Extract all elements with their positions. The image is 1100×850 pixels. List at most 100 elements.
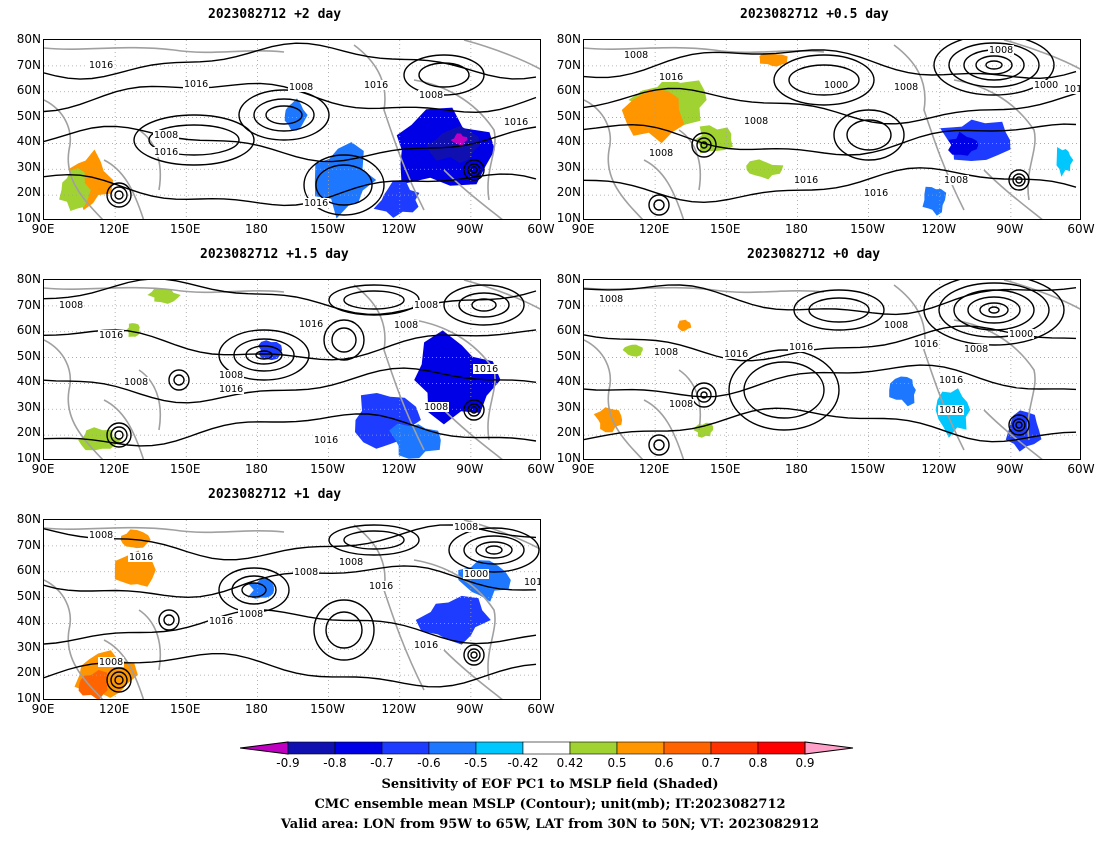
lon-tick-label: 60W xyxy=(1067,222,1095,236)
contour-label: 1008 xyxy=(89,530,113,541)
contour-label-bg xyxy=(463,569,489,579)
contour-line xyxy=(44,367,537,404)
shading-patch xyxy=(621,89,685,144)
coastline-path xyxy=(584,46,825,54)
contour-label-bg xyxy=(418,90,444,100)
contour-loop xyxy=(1008,169,1030,191)
contour-loop xyxy=(241,582,267,598)
colorbar-tick-label: 0.8 xyxy=(748,756,768,770)
contour-loop xyxy=(173,374,185,386)
contour-label-bg xyxy=(523,577,540,587)
lat-tick-label: 40N xyxy=(16,614,41,629)
lat-tick-label: 40N xyxy=(16,134,41,149)
lon-tick-label: 150W xyxy=(850,222,885,236)
contour-label: 1016 xyxy=(314,435,338,446)
contour-label-bg xyxy=(368,581,394,591)
contour-label-bg xyxy=(598,294,624,304)
lat-tick-label: 60N xyxy=(556,83,581,98)
contour-label: 1016 xyxy=(474,364,498,375)
contour-label: 1008 xyxy=(894,82,918,93)
coastline-path xyxy=(443,169,503,219)
contour-label-bg xyxy=(423,402,449,412)
contour-label-bg xyxy=(1008,329,1034,339)
map-panel-p2: 1016 1016 1008 1016 1008 1008 1016 1016 1016 xyxy=(43,39,541,220)
lat-tick-label: 50N xyxy=(556,108,581,123)
colorbar-segment xyxy=(475,741,524,755)
panel-title-p0: 2023082712 +0 day xyxy=(747,247,881,262)
colorbar-segment xyxy=(616,741,665,755)
contour-loop xyxy=(700,141,708,149)
coastline-path xyxy=(463,40,540,70)
lon-tick-label: 150W xyxy=(850,462,885,476)
contour-label-bg xyxy=(823,80,849,90)
contour-label: 1016 xyxy=(219,384,243,395)
lat-tick-label: 30N xyxy=(16,399,41,414)
contour-label: 1016 xyxy=(524,577,541,588)
contour-loop xyxy=(106,667,132,693)
colorbar-tick-label: 0.5 xyxy=(607,756,627,770)
lon-tick-label: 120W xyxy=(381,462,417,476)
contour-loop xyxy=(691,382,717,408)
contour-line xyxy=(584,364,1077,398)
contour-loop xyxy=(233,338,295,372)
contour-label: 1016 xyxy=(369,581,393,592)
lon-tick-label: 180 xyxy=(244,702,268,716)
lat-tick-label: 80N xyxy=(16,32,41,46)
lon-tick-label: 60W xyxy=(1067,462,1095,476)
coastlines xyxy=(44,280,540,459)
lat-tick-label: 70N xyxy=(16,297,41,312)
shading-patch xyxy=(114,550,156,587)
contour-loop xyxy=(467,403,481,417)
contour-label-bg xyxy=(298,319,324,329)
colorbar-segment xyxy=(663,741,712,755)
contour-loop xyxy=(475,541,513,559)
lon-tick-label: 150E xyxy=(170,222,201,236)
contour-label: 1000 xyxy=(1009,329,1033,340)
coastline-path xyxy=(138,369,162,431)
contour-loop xyxy=(793,289,885,331)
contour-line xyxy=(584,167,1077,204)
shading-patch xyxy=(147,288,181,304)
contour-label: 1008 xyxy=(649,148,673,159)
contour-label-bg xyxy=(653,347,679,357)
colorbar-tick-label: 0.42 xyxy=(556,756,584,770)
shading-patch xyxy=(948,131,979,156)
contour-loop xyxy=(343,290,405,310)
contour-label-bg xyxy=(723,349,749,359)
contour-label-bg xyxy=(668,399,694,409)
colorbar-segment xyxy=(334,741,383,755)
contour-label: 1008 xyxy=(654,347,678,358)
contour-label: 1016 xyxy=(659,72,683,83)
colorbar-tick-label: -0.42 xyxy=(507,756,539,770)
contour-line xyxy=(584,87,1077,125)
contour-line xyxy=(44,608,537,645)
shading-patch xyxy=(450,133,468,147)
contour-loop xyxy=(953,289,1035,331)
panel-title-p2: 2023082712 +2 day xyxy=(208,7,342,22)
contour-label: 1008 xyxy=(454,522,478,533)
contour-label: 1016 xyxy=(184,79,208,90)
lon-tick-label: 120E xyxy=(98,222,130,236)
contour-loop xyxy=(1015,421,1023,429)
contour-loop xyxy=(1012,173,1026,187)
contour-loop xyxy=(696,387,712,403)
map-panel-p15: 1008 1016 1016 1008 1008 1016 1008 1008 1016 1008… xyxy=(43,279,541,460)
contour-line xyxy=(44,329,537,361)
contour-labels: 1008 1016 1016 1008 1008 1016 1008 1008 1016 1008… xyxy=(58,300,499,446)
lon-tick-label: 90W xyxy=(456,702,484,716)
contour-loop xyxy=(979,302,1009,318)
contour-loop xyxy=(106,182,132,208)
lat-tick-label: 50N xyxy=(556,348,581,363)
contour-label-bg xyxy=(938,375,964,385)
contour-label-bg xyxy=(503,117,529,127)
contour-label: 1000 xyxy=(824,80,848,91)
contour-loop xyxy=(253,98,315,132)
contour-loop xyxy=(653,199,665,211)
colorbar-tick-label: 0.9 xyxy=(795,756,815,770)
contour-label: 1016 xyxy=(914,339,938,350)
contour-label: 1016 xyxy=(939,375,963,386)
contour-loop xyxy=(470,651,478,659)
coastline-path xyxy=(893,284,965,451)
contour-line xyxy=(44,280,537,316)
contour-label: 1016 xyxy=(414,640,438,651)
